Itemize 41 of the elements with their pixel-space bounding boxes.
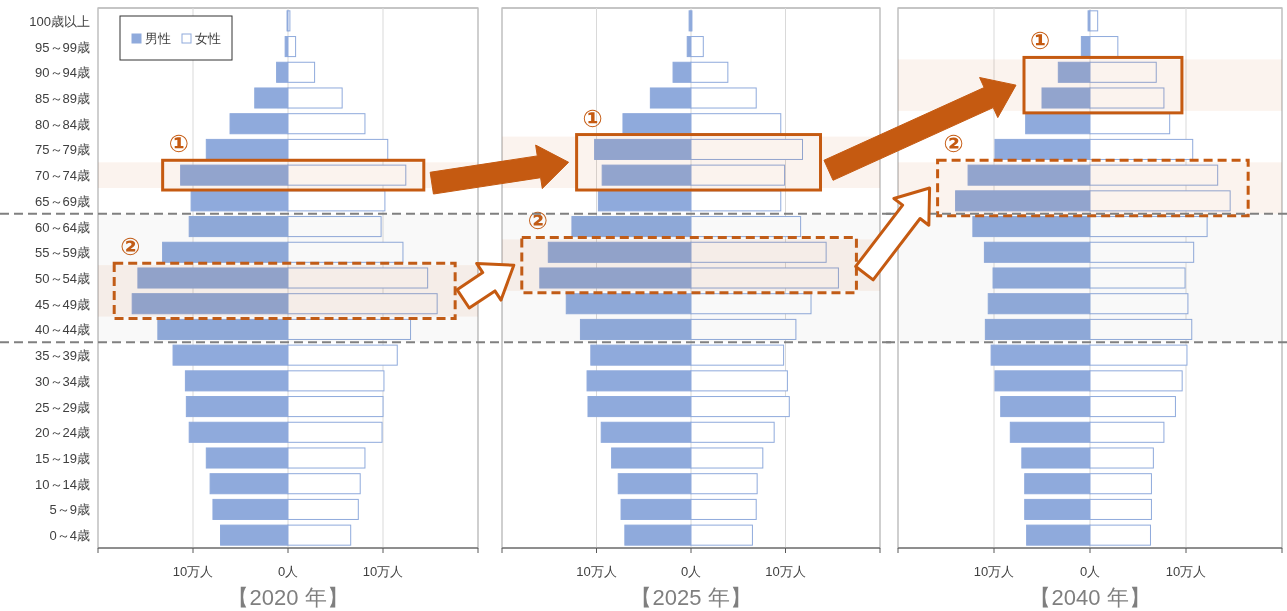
y-tick-label: 60～64歳	[35, 219, 90, 235]
text: 【2020 年】	[227, 585, 349, 610]
y-tick-label: 35～39歳	[35, 348, 90, 364]
text: 【2040 年】	[1029, 585, 1151, 610]
y-tick-label: 100歳以上	[29, 13, 90, 29]
x-tick-label: 10万人	[1165, 564, 1207, 579]
x-tick-label: 10万人	[765, 564, 806, 579]
y-tick-label: 15～19歳	[35, 451, 90, 466]
legend-label: 男性	[145, 31, 171, 46]
band-label: ①	[168, 130, 189, 158]
band-label: ②	[120, 233, 141, 261]
y-tick-label: 50～54歳	[35, 271, 90, 286]
x-tick-label: 0人	[680, 564, 702, 579]
y-tick-label: 55～59歳	[35, 245, 90, 261]
band-label: ①	[1030, 27, 1051, 55]
y-tick-label: 10～14歳	[35, 476, 90, 492]
legend-label: 女性	[195, 31, 221, 46]
band-label: ①	[582, 104, 603, 132]
y-tick-label: 40～44歳	[35, 322, 90, 338]
y-tick-label: 5～9歳	[49, 502, 90, 518]
y-tick-label: 65～69歳	[35, 193, 90, 209]
y-tick-label: 20～24歳	[35, 425, 90, 441]
y-tick-label: 45～49歳	[35, 296, 90, 312]
x-tick-label: 10万人	[973, 564, 1015, 579]
x-tick-label: 10万人	[576, 564, 617, 579]
y-tick-label: 75～79歳	[35, 142, 90, 158]
y-tick-label: 80～84歳	[35, 116, 90, 132]
y-tick-label: 30～34歳	[35, 373, 90, 389]
y-tick-label: 0～4歳	[49, 528, 90, 544]
x-tick-label: 10万人	[172, 564, 214, 579]
y-tick-label: 95～99歳	[35, 39, 90, 55]
y-tick-label: 25～29歳	[35, 399, 90, 415]
band-label: ②	[527, 207, 549, 235]
y-tick-label: 85～89歳	[35, 91, 90, 106]
x-tick-label: 0人	[277, 564, 299, 579]
band-label: ②	[943, 130, 964, 158]
y-tick-label: 90～94歳	[35, 65, 90, 81]
x-tick-label: 0人	[1079, 564, 1101, 579]
y-tick-label: 70～74歳	[35, 168, 90, 184]
x-tick-label: 10万人	[362, 564, 404, 579]
text: 【2025 年】	[630, 585, 752, 610]
